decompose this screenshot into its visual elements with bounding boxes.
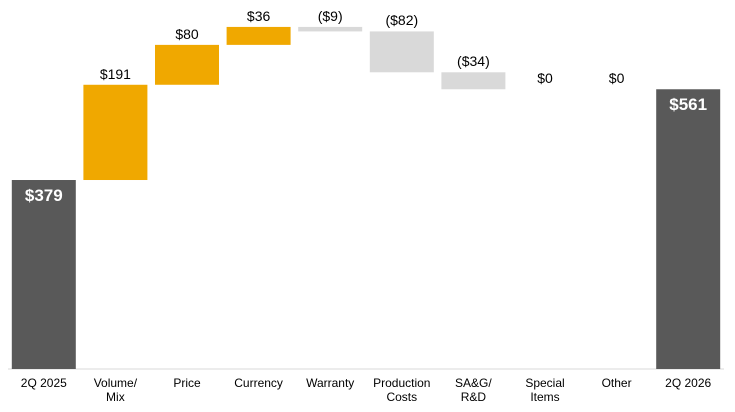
value-label: $0 — [608, 70, 625, 87]
total-bar — [11, 180, 76, 369]
value-label: $0 — [537, 70, 553, 87]
value-label: ($9) — [317, 7, 343, 24]
delta-bar — [441, 72, 506, 90]
value-label: ($34) — [457, 53, 490, 70]
x-tick-label: Special Items — [525, 376, 565, 404]
x-tick-label: Volume/ Mix — [93, 376, 138, 404]
delta-bar — [298, 26, 363, 32]
delta-bar — [226, 26, 291, 45]
x-tick-label: Price — [173, 376, 201, 390]
x-tick-label: Currency — [234, 376, 283, 390]
value-label: $36 — [246, 7, 271, 24]
x-tick-label: Other — [601, 376, 632, 390]
delta-bar — [155, 44, 219, 85]
total-bar — [656, 89, 721, 369]
x-tick-label: SA&G/ R&D — [455, 376, 492, 404]
delta-bar — [83, 84, 148, 181]
value-label: ($82) — [385, 12, 419, 29]
x-tick-label: Warranty — [306, 376, 355, 390]
delta-bar — [369, 31, 434, 73]
total-label: $561 — [669, 95, 708, 115]
x-tick-label: 2Q 2025 — [20, 376, 67, 390]
x-tick-label: 2Q 2026 — [665, 376, 712, 390]
value-label: $191 — [99, 65, 131, 82]
total-label: $379 — [24, 186, 63, 205]
x-tick-label: Production Costs — [373, 376, 431, 404]
value-label: $80 — [175, 25, 199, 42]
